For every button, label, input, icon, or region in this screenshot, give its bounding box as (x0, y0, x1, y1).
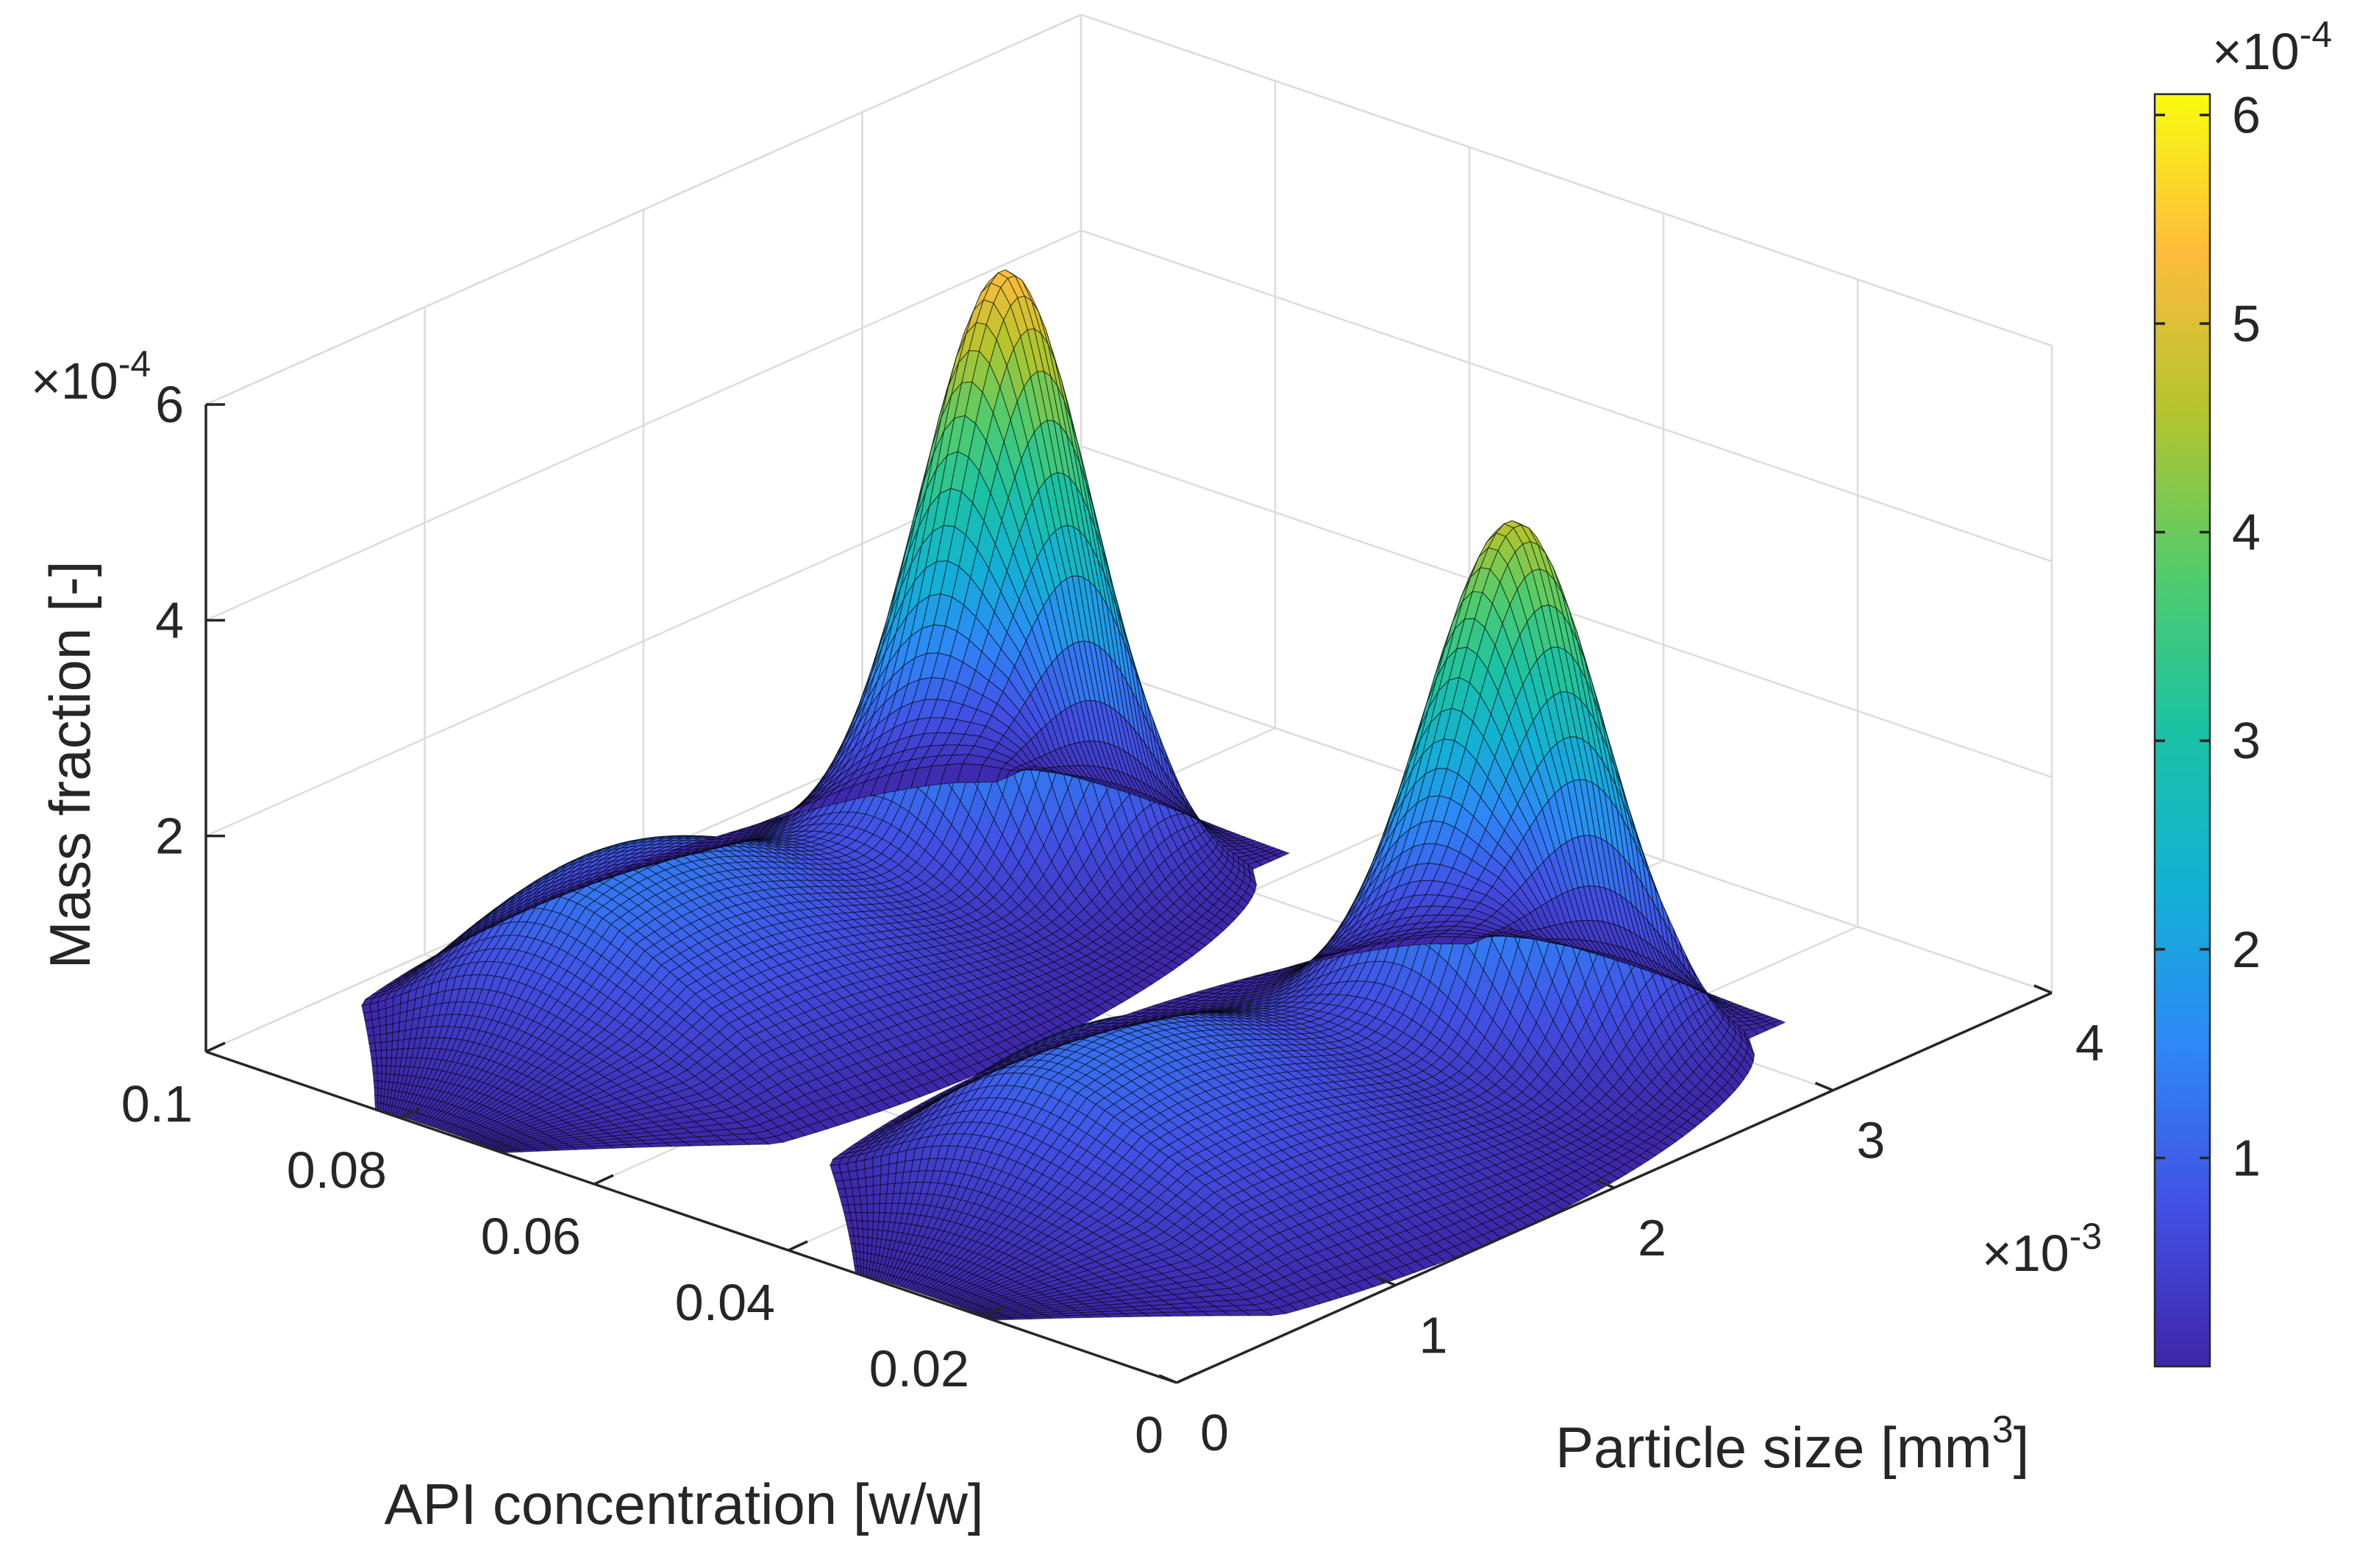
surface-0-face (391, 1030, 400, 1042)
surface-0-face (386, 1040, 393, 1051)
surface-0-face (374, 1094, 379, 1103)
grid-back-z-2 (1080, 229, 2053, 563)
surface-0-face (385, 1057, 392, 1067)
surface-0-face (365, 1027, 375, 1037)
surface-0-face (377, 1094, 382, 1104)
surface-0-face (379, 1033, 388, 1043)
surface-0-face (371, 1058, 378, 1066)
surface-0-face (368, 1042, 377, 1052)
box-top-left-edge (205, 13, 1082, 406)
surface-0-face (385, 1049, 393, 1059)
surface-plot (360, 269, 1786, 1321)
surface-0-face (381, 1065, 387, 1075)
surface-0-face (373, 1080, 379, 1088)
surface-0-face (381, 1080, 386, 1090)
surface-1-face (852, 1258, 858, 1266)
grid-left-z-2 (205, 229, 1082, 621)
surface-0-face (377, 1087, 382, 1097)
surface-0-face (381, 1073, 387, 1083)
surface-0 (360, 269, 1291, 1153)
surface-0-face (381, 1057, 388, 1066)
surface-0-face (371, 1065, 378, 1074)
surface-0-face (380, 1041, 388, 1051)
surface-1-face (863, 1259, 868, 1269)
surface-1-face (863, 1252, 868, 1261)
surface-0-face (385, 1032, 393, 1043)
surface-0-face (391, 1039, 399, 1050)
box-top-back-edge (1080, 13, 2053, 347)
surface-0-face (390, 1048, 398, 1058)
surface-0-face (372, 1072, 379, 1081)
surface-0-face (380, 1049, 388, 1059)
surface-0-face (385, 1065, 392, 1075)
surface-0-face (367, 1034, 376, 1044)
surface-0-face (374, 1087, 379, 1096)
surface-0-face (369, 1050, 377, 1059)
